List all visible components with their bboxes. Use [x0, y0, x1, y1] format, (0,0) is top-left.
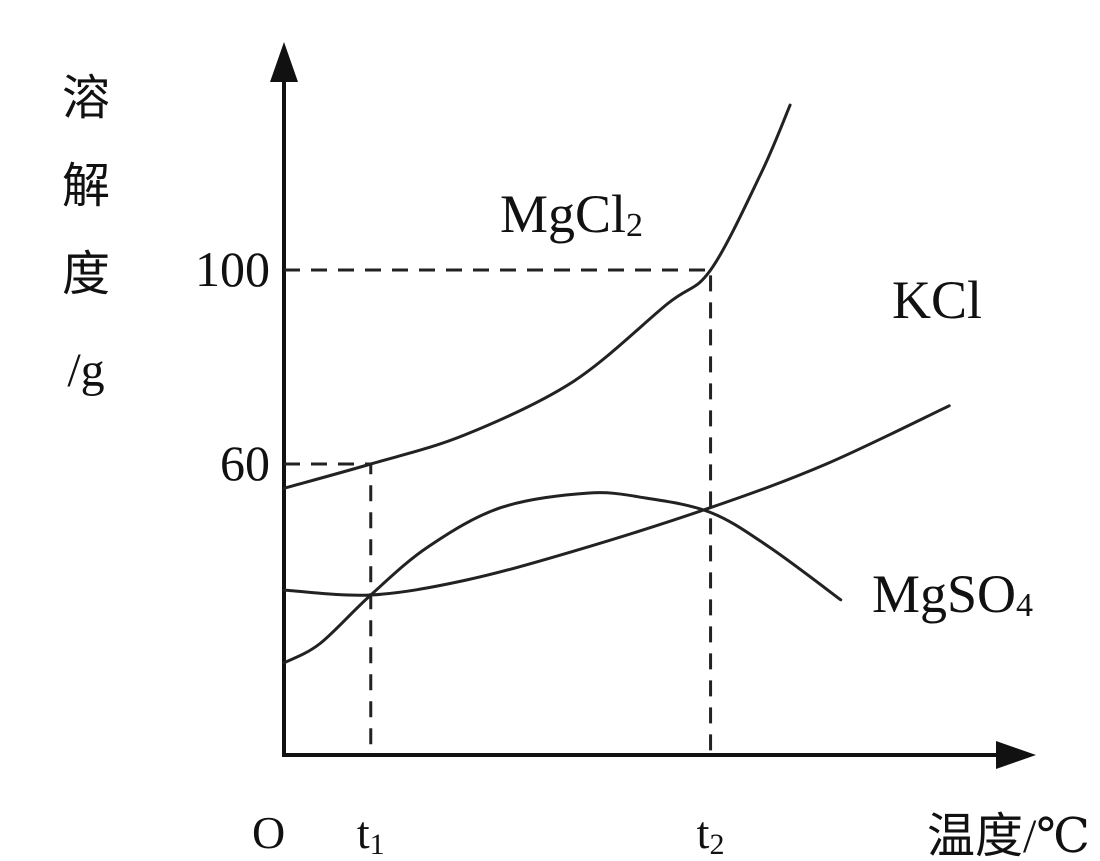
series-label-mgso4: MgSO4 — [872, 564, 1033, 624]
series-line-kcl — [282, 404, 951, 597]
guide-line — [284, 268, 713, 755]
series-label-kcl: KCl — [892, 270, 982, 330]
y-tick-label: 60 — [220, 435, 270, 491]
y-axis-title: 溶解度/g — [62, 72, 110, 397]
series-label-mgcl2: MgCl2 — [500, 184, 643, 244]
y-axis-label: 溶解度/g — [62, 72, 110, 397]
axes — [270, 42, 1036, 769]
guide-line — [284, 462, 373, 755]
x-tick-label: t1 — [357, 807, 385, 861]
x-axis-title: 温度/℃ — [927, 810, 1090, 861]
series-labels: MgCl2 KCl MgSO4 — [500, 184, 1033, 624]
x-axis-label: 温度/℃ — [927, 810, 1090, 861]
y-axis-arrow — [270, 42, 298, 82]
guide-lines — [284, 268, 713, 755]
x-axis-arrow — [996, 741, 1036, 769]
origin-label: O — [252, 807, 285, 858]
x-tick-label: t2 — [697, 807, 725, 861]
series-line-mgcl2 — [282, 103, 792, 490]
tick-labels: 60 100 t1 t2 — [195, 241, 724, 861]
series-group — [282, 103, 951, 665]
series-line-mgso4 — [282, 491, 843, 665]
y-tick-label: 100 — [195, 241, 270, 297]
